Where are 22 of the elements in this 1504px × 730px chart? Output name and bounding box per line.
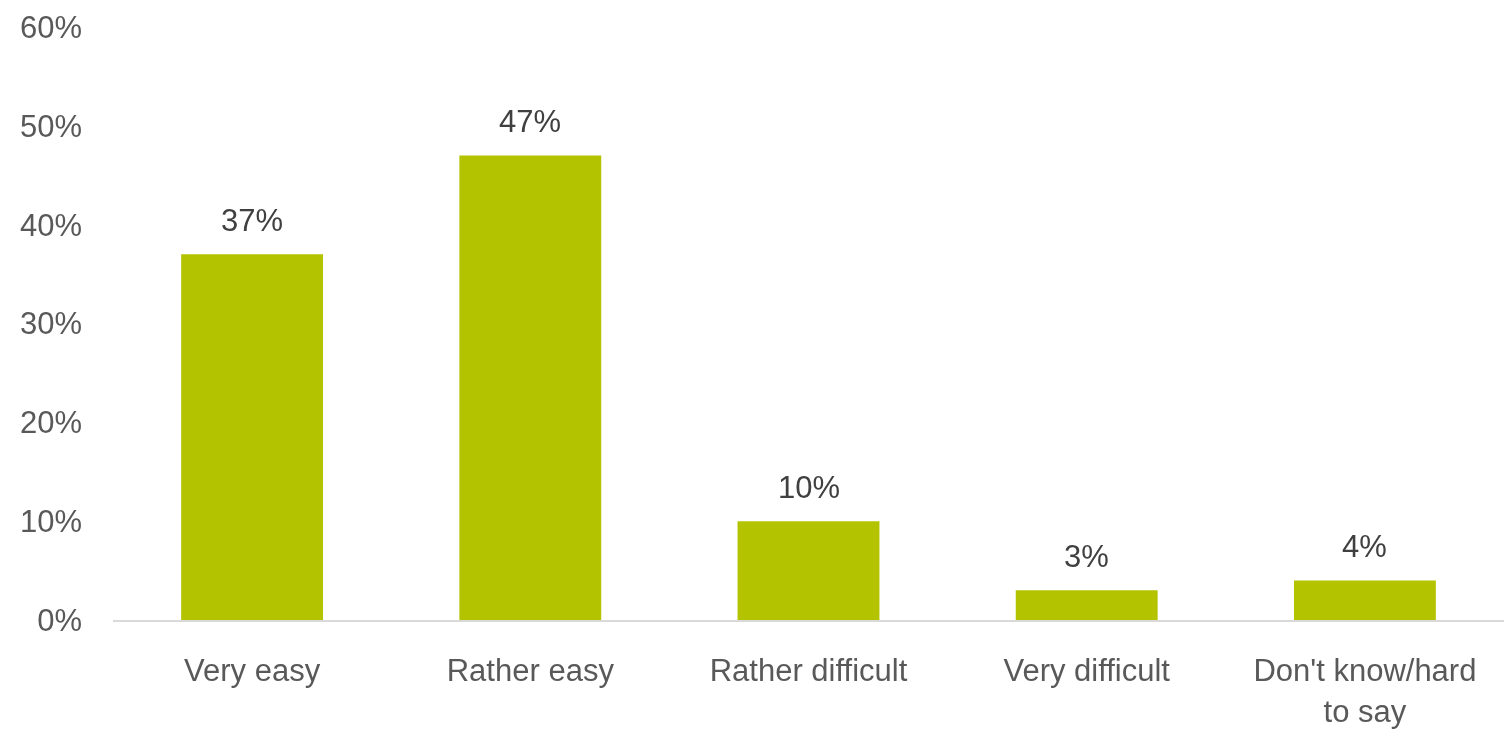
data-label: 4% [1342, 529, 1387, 564]
bar [737, 521, 880, 620]
x-tick-label: Very difficult [1003, 653, 1171, 689]
y-tick-label: 10% [19, 504, 82, 540]
data-label: 3% [1064, 539, 1109, 574]
data-label: 47% [499, 104, 562, 139]
y-tick-label: 30% [19, 306, 82, 342]
y-tick-label: 40% [19, 207, 82, 243]
y-tick-label: 20% [19, 405, 82, 441]
bar [459, 155, 602, 620]
x-tick-label: Rather difficult [709, 653, 908, 689]
x-tick-label: Very easy [184, 653, 321, 689]
bar [1293, 580, 1436, 620]
data-label: 10% [778, 470, 841, 505]
y-tick-label: 60% [19, 9, 82, 45]
bar [181, 254, 324, 620]
x-tick-label: Don't know/hard to say [1253, 653, 1477, 729]
y-tick-label: 50% [19, 108, 82, 144]
bar [1015, 590, 1158, 620]
data-label: 37% [221, 203, 284, 238]
y-tick-label: 0% [37, 602, 82, 638]
x-tick-label: Rather easy [446, 653, 615, 689]
